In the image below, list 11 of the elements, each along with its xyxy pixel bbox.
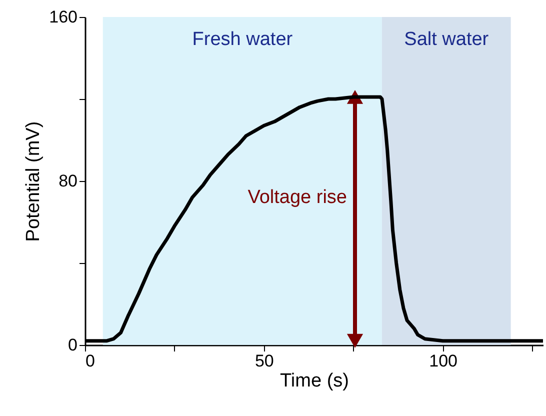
y-tick-label: 0 [68, 336, 78, 354]
x-tick-label: 0 [86, 352, 95, 370]
x-tick-label: 100 [429, 352, 458, 370]
x-tick-label: 50 [254, 352, 274, 370]
band-label: Fresh water [192, 29, 294, 50]
y-tick-label: 160 [49, 8, 78, 26]
band-label: Salt water [404, 29, 490, 50]
x-axis-title: Time (s) [280, 370, 349, 392]
y-axis-title: Potential (mV) [23, 121, 44, 242]
y-tick-label: 80 [58, 172, 78, 190]
annotation: Voltage rise [248, 187, 347, 208]
